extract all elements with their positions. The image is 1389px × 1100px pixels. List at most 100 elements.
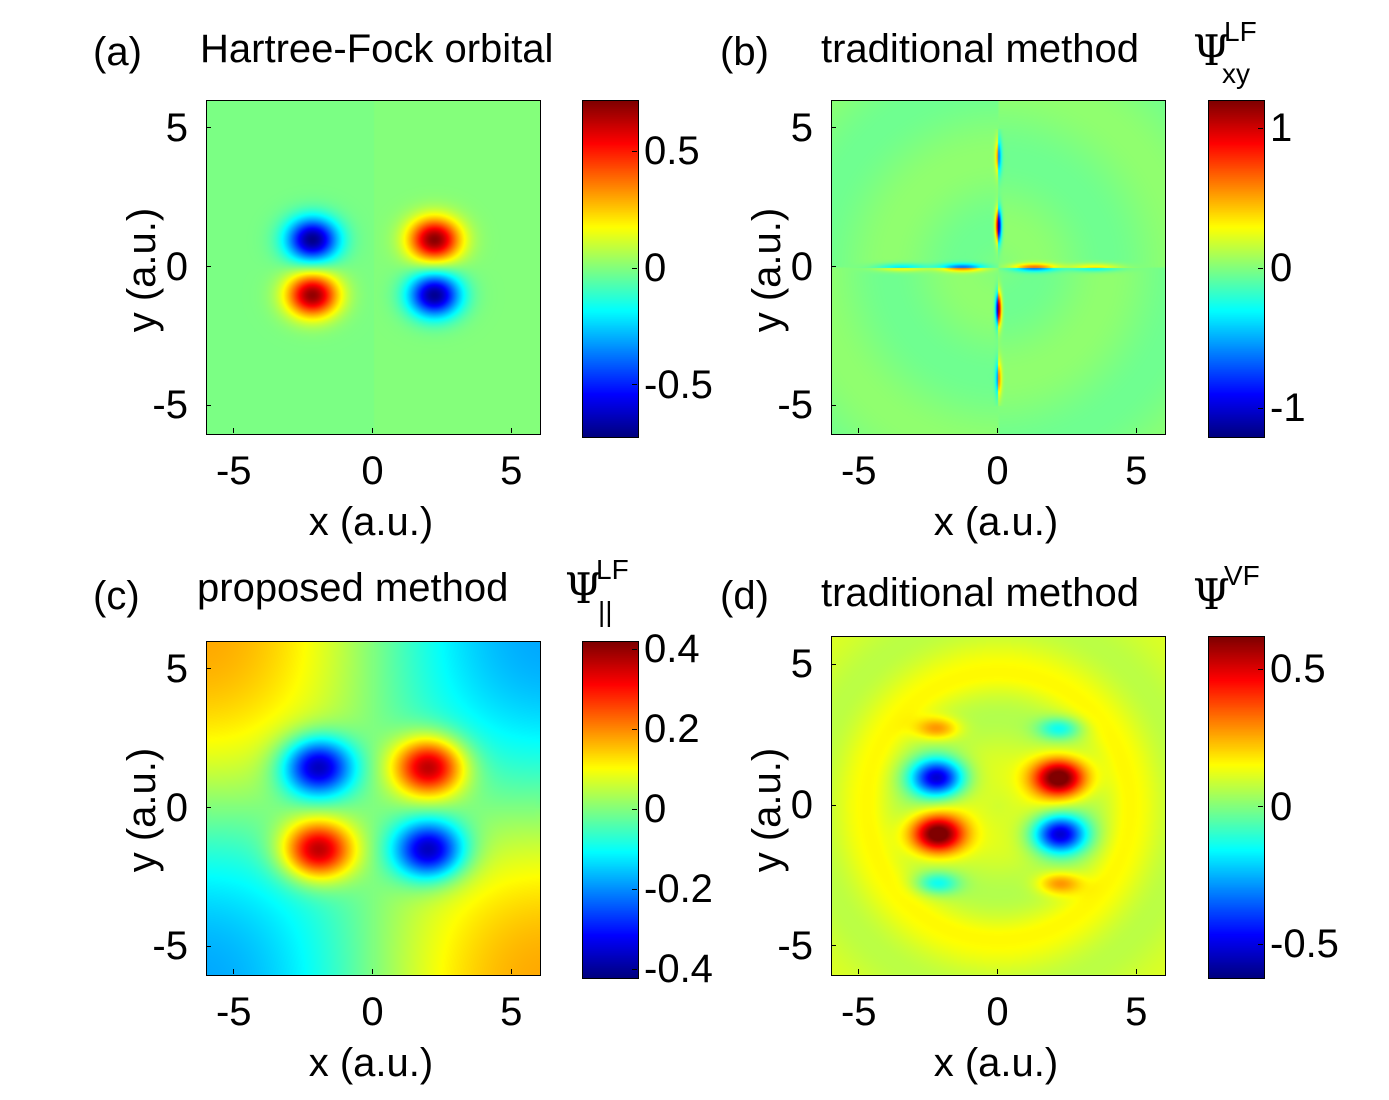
colorbar (1208, 636, 1265, 979)
y-tick-mark (206, 945, 211, 947)
x-tick-label: 0 (361, 990, 384, 1034)
colorbar-tick-mark (1258, 668, 1263, 670)
colorbar-tick-mark (632, 648, 637, 650)
colorbar-tick-label: 0.5 (644, 129, 700, 174)
y-tick-mark (831, 127, 836, 129)
colorbar (582, 641, 639, 979)
panel-label: (c) (93, 574, 140, 618)
colorbar-tick-label: 0 (644, 246, 667, 290)
colorbar-tick-mark (1258, 127, 1263, 129)
colorbar-tick-mark (632, 808, 637, 810)
x-tick-mark (233, 428, 235, 433)
panel-label: (b) (720, 30, 769, 74)
psi-subscript: || (598, 596, 613, 627)
colorbar-gradient (1209, 101, 1264, 437)
y-tick-label: 5 (790, 105, 813, 150)
y-tick-mark (206, 127, 211, 129)
psi-superscript: LF (596, 554, 629, 585)
colorbar-gradient (1209, 637, 1264, 978)
colorbar (582, 100, 639, 438)
panel-title: proposed method (197, 566, 509, 610)
colorbar-tick-mark (1258, 806, 1263, 807)
colorbar-tick-label: 0 (1270, 246, 1293, 290)
x-tick-label: 5 (500, 449, 523, 493)
colorbar-tick-label: -0.5 (1270, 922, 1339, 966)
x-tick-mark (372, 969, 373, 974)
y-tick-label: 0 (165, 244, 188, 289)
heatmap-image (207, 101, 540, 434)
colorbar-gradient (583, 642, 638, 978)
colorbar-tick-label: -1 (1270, 386, 1306, 430)
psi-symbol: Ψ (1193, 26, 1230, 75)
y-tick-mark (206, 404, 211, 406)
colorbar-tick-label: -0.2 (644, 867, 713, 911)
y-tick-mark (831, 945, 836, 947)
colorbar-tick-mark (1258, 407, 1263, 409)
x-tick-mark (1135, 428, 1137, 433)
x-tick-mark (997, 428, 998, 433)
x-tick-label: -5 (840, 990, 877, 1034)
x-tick-mark (372, 428, 373, 433)
x-axis-label: x (a.u.) (933, 500, 1059, 544)
y-tick-mark (831, 404, 836, 406)
y-tick-label: 0 (165, 785, 188, 830)
y-tick-mark (831, 266, 836, 267)
colorbar-tick-label: 0.5 (1270, 647, 1326, 691)
colorbar (1208, 100, 1265, 438)
y-tick-mark (206, 668, 211, 670)
panel-title: Hartree-Fock orbital (200, 27, 554, 71)
panel-title: traditional method (821, 27, 1139, 71)
x-tick-mark (997, 969, 998, 974)
x-tick-mark (510, 428, 512, 433)
panel-label: (d) (720, 574, 769, 618)
x-tick-label: 5 (500, 990, 523, 1034)
heatmap-image (832, 101, 1165, 434)
panel-label: (a) (93, 30, 142, 74)
x-tick-mark (858, 969, 860, 974)
heatmap-image (207, 642, 540, 975)
colorbar-tick-label: 0 (1270, 784, 1293, 829)
colorbar-tick-label: 0.4 (644, 627, 700, 671)
psi-subscript: xy (1222, 58, 1250, 89)
heatmap-plot (206, 100, 541, 435)
x-tick-mark (510, 969, 512, 974)
psi-symbol: Ψ (1193, 570, 1230, 619)
x-tick-label: 0 (986, 990, 1009, 1034)
colorbar-tick-label: -0.4 (644, 947, 713, 991)
x-tick-label: 0 (986, 449, 1009, 493)
heatmap-plot (206, 641, 541, 976)
colorbar-tick-mark (632, 968, 637, 970)
x-axis-label: x (a.u.) (308, 500, 434, 544)
y-tick-label: -5 (152, 924, 188, 969)
y-tick-mark (831, 804, 836, 806)
colorbar-tick-mark (1258, 267, 1263, 269)
x-tick-label: 5 (1125, 990, 1148, 1034)
x-tick-mark (1135, 969, 1137, 974)
y-tick-label: 5 (790, 642, 813, 687)
heatmap-image (832, 637, 1165, 975)
y-tick-label: -5 (777, 923, 813, 968)
heatmap-plot (831, 636, 1166, 976)
colorbar-tick-mark (632, 267, 637, 269)
x-tick-label: -5 (215, 990, 252, 1034)
y-tick-label: 0 (790, 244, 813, 289)
psi-superscript: VF (1224, 560, 1260, 591)
y-tick-label: -5 (777, 383, 813, 428)
colorbar-tick-label: 0 (644, 787, 667, 831)
x-tick-label: 5 (1125, 449, 1148, 493)
panel-title: traditional method (821, 571, 1139, 615)
colorbar-tick-label: 1 (1270, 106, 1293, 150)
colorbar-tick-mark (1258, 943, 1263, 945)
y-tick-label: -5 (152, 383, 188, 428)
colorbar-tick-mark (632, 384, 637, 386)
heatmap-plot (831, 100, 1166, 435)
x-tick-mark (858, 428, 860, 433)
psi-symbol: Ψ (565, 564, 602, 613)
x-tick-label: -5 (215, 449, 252, 493)
y-tick-label: 0 (790, 783, 813, 827)
psi-superscript: LF (1224, 16, 1257, 47)
x-tick-mark (233, 969, 235, 974)
x-tick-label: -5 (840, 449, 877, 493)
x-tick-label: 0 (361, 449, 384, 493)
colorbar-tick-label: -0.5 (644, 362, 713, 407)
